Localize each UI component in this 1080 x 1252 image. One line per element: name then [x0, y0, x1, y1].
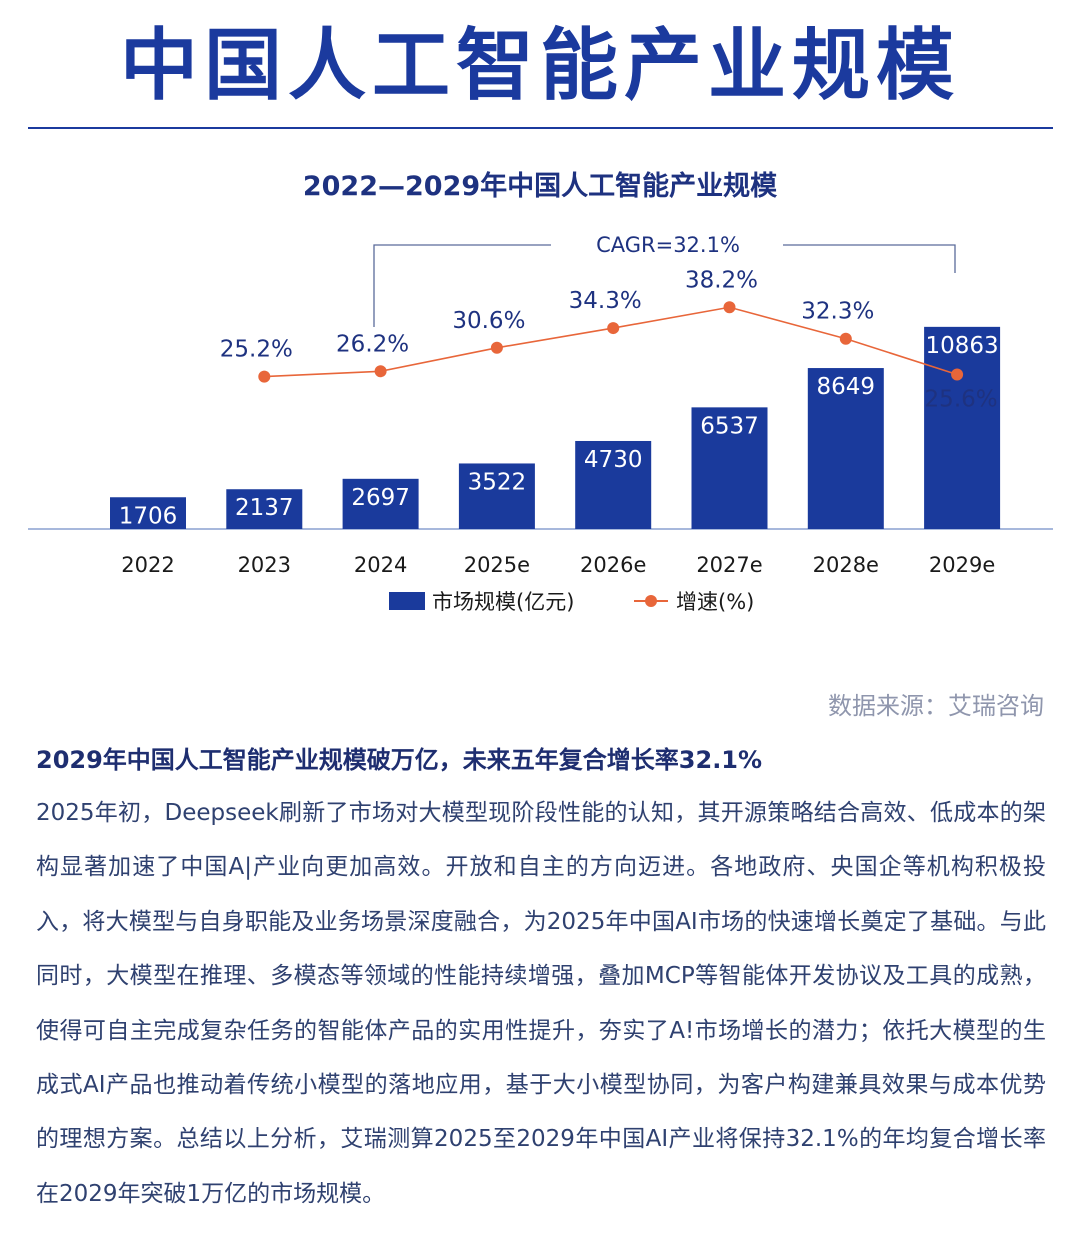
x-tick-label: 2029e — [929, 553, 995, 577]
bar — [342, 478, 419, 529]
x-tick-label: 2022 — [121, 553, 174, 577]
growth-rate-label: 25.2% — [220, 337, 293, 363]
bar-value-label: 2697 — [351, 485, 410, 511]
x-tick-label: 2027e — [696, 553, 762, 577]
growth-point — [723, 301, 736, 314]
bar — [924, 326, 1001, 529]
bar-value-label: 10863 — [926, 333, 999, 359]
growth-point — [951, 368, 964, 381]
legend-label-bar: 市场规模(亿元) — [432, 590, 574, 614]
bar-value-label: 3522 — [468, 469, 527, 495]
bar — [110, 497, 186, 529]
cagr-annotation: CAGR=32.1% — [596, 233, 740, 257]
article-body: 2025年初，Deepseek刷新了市场对大模型现阶段性能的认知，其开源策略结合… — [36, 800, 1046, 1207]
growth-rate-label: 38.2% — [685, 267, 758, 293]
growth-rate-label: 30.6% — [452, 308, 525, 334]
cagr-bracket-right — [783, 244, 956, 273]
bar-value-label: 4730 — [584, 447, 643, 473]
growth-point — [374, 365, 387, 378]
legend-marker — [645, 595, 657, 607]
bar-value-label: 1706 — [119, 503, 178, 529]
growth-rate-label: 34.3% — [569, 288, 642, 314]
growth-point — [607, 322, 620, 335]
bar — [807, 368, 884, 529]
growth-rate-label: 32.3% — [801, 299, 874, 325]
growth-rate-label: 25.6% — [925, 386, 998, 412]
bar-value-label: 6537 — [700, 413, 759, 439]
growth-point — [490, 341, 503, 354]
page-title: 中国人工智能产业规模 — [119, 21, 960, 111]
growth-point — [258, 370, 271, 383]
x-tick-label: 2028e — [813, 553, 879, 577]
growth-point — [839, 332, 852, 345]
growth-rate-label: 26.2% — [336, 331, 409, 357]
x-tick-label: 2023 — [238, 553, 291, 577]
bar-value-label: 2137 — [235, 495, 294, 521]
legend-swatch-bar — [389, 592, 425, 610]
chart: 1706 2022 2137 2023 2697 2024 3522 2025e 4730 202… — [28, 233, 1053, 614]
cagr-bracket-left — [373, 244, 551, 327]
bar — [575, 440, 652, 529]
data-source: 数据来源：艾瑞咨询 — [828, 692, 1044, 720]
bar — [691, 407, 768, 529]
x-tick-label: 2024 — [354, 553, 407, 577]
title-divider — [28, 127, 1053, 129]
legend-label-line: 增速(%) — [676, 590, 754, 614]
bar — [226, 489, 303, 529]
x-tick-label: 2025e — [464, 553, 530, 577]
bar-value-label: 8649 — [817, 374, 876, 400]
x-tick-label: 2026e — [580, 553, 646, 577]
chart-title: 2022—2029年中国人工智能产业规模 — [302, 171, 778, 202]
article-headline: 2029年中国人工智能产业规模破万亿，未来五年复合增长率32.1% — [36, 746, 763, 774]
bar — [458, 463, 535, 529]
